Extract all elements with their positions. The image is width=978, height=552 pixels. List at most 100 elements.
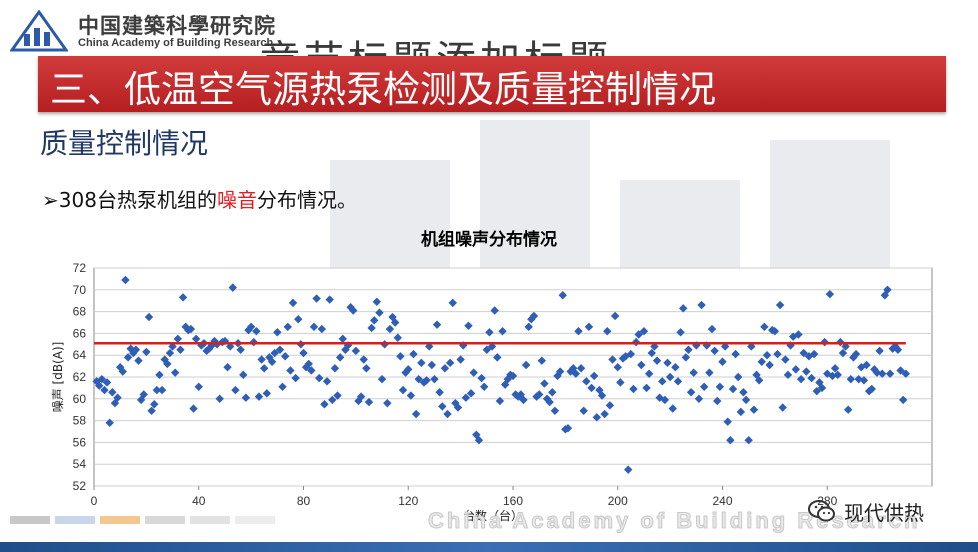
data-point [896, 366, 905, 375]
data-point [681, 353, 691, 362]
x-tick-label: 280 [817, 494, 837, 508]
data-point [569, 364, 578, 373]
data-point [616, 378, 625, 387]
data-point [791, 365, 801, 374]
data-point [555, 367, 565, 376]
data-point [189, 404, 198, 413]
data-point [781, 355, 790, 364]
data-point [398, 385, 408, 395]
data-point [542, 394, 552, 403]
data-point [626, 349, 636, 359]
y-tick-label: 68 [73, 305, 87, 319]
data-point [534, 390, 544, 399]
data-point [621, 352, 630, 361]
data-point [432, 320, 442, 329]
data-point [595, 385, 604, 395]
wechat-icon [808, 500, 835, 522]
data-point [639, 327, 649, 336]
data-point [349, 306, 358, 315]
data-point [898, 395, 908, 405]
data-point [563, 424, 573, 433]
data-point [356, 392, 366, 401]
data-point [809, 349, 819, 359]
data-point [252, 327, 261, 336]
data-point [532, 392, 541, 401]
data-point [186, 324, 196, 334]
data-point [246, 322, 256, 332]
data-point [299, 348, 308, 358]
data-point [815, 378, 824, 387]
bullet-highlight: 噪音 [216, 188, 257, 212]
logo-chinese-text: 中国建築科學研究院 [78, 13, 276, 38]
data-point [440, 364, 450, 373]
data-point [341, 345, 350, 354]
data-point [862, 360, 871, 370]
data-point [775, 300, 785, 310]
data-point [893, 345, 903, 354]
data-point [304, 359, 313, 369]
data-point [493, 353, 502, 362]
data-point [115, 362, 125, 372]
data-point [414, 374, 423, 384]
data-point [624, 465, 633, 474]
x-tick-label: 200 [608, 494, 628, 508]
data-point [592, 413, 601, 422]
data-point [650, 342, 659, 351]
data-point [231, 385, 240, 395]
data-point [713, 396, 722, 406]
data-point [163, 359, 172, 369]
data-point [796, 374, 806, 384]
data-point [605, 401, 615, 410]
data-point [844, 405, 853, 414]
data-point [610, 311, 620, 321]
data-point [312, 294, 321, 303]
data-point [838, 348, 848, 358]
data-point [482, 345, 492, 354]
data-point [679, 304, 688, 313]
data-point [608, 355, 617, 364]
data-point [825, 289, 835, 299]
data-point [278, 382, 287, 392]
data-point [846, 374, 856, 384]
y-tick-label: 58 [73, 414, 87, 428]
data-point [799, 348, 808, 358]
x-axis-label: 台数（台） [463, 508, 523, 523]
data-point [479, 382, 489, 392]
data-point [744, 436, 753, 445]
data-point [273, 328, 282, 337]
data-point [901, 369, 911, 378]
data-point [207, 341, 217, 350]
data-point [430, 374, 439, 384]
data-point [100, 385, 109, 395]
data-point [537, 356, 547, 365]
data-point [817, 383, 827, 393]
data-point [878, 369, 887, 378]
data-point [603, 327, 612, 336]
data-point [367, 323, 376, 333]
data-point [322, 377, 332, 386]
data-point [511, 390, 520, 399]
title-bar: 三、低温空气源热泵检测及质量控制情况 [38, 56, 946, 112]
chart-title: 机组噪声分布情况 [421, 230, 557, 250]
data-point [676, 328, 685, 337]
data-point [288, 298, 298, 308]
data-point [301, 362, 311, 372]
data-point [668, 404, 677, 413]
data-point [857, 362, 866, 372]
data-point [736, 407, 746, 417]
data-point [647, 348, 656, 358]
main-title: 三、低温空气源热泵检测及质量控制情况 [50, 68, 716, 111]
data-point [260, 364, 269, 373]
data-point [385, 324, 395, 334]
data-point [833, 370, 842, 380]
data-point [453, 403, 463, 412]
data-point [794, 330, 803, 339]
data-point [97, 374, 107, 384]
data-point [587, 383, 596, 393]
data-point [155, 370, 164, 380]
footer-english-watermark: China Academy of Building Research [427, 508, 921, 534]
data-point [309, 322, 319, 332]
data-point [464, 321, 473, 330]
data-point [634, 330, 643, 339]
data-point [317, 324, 327, 334]
